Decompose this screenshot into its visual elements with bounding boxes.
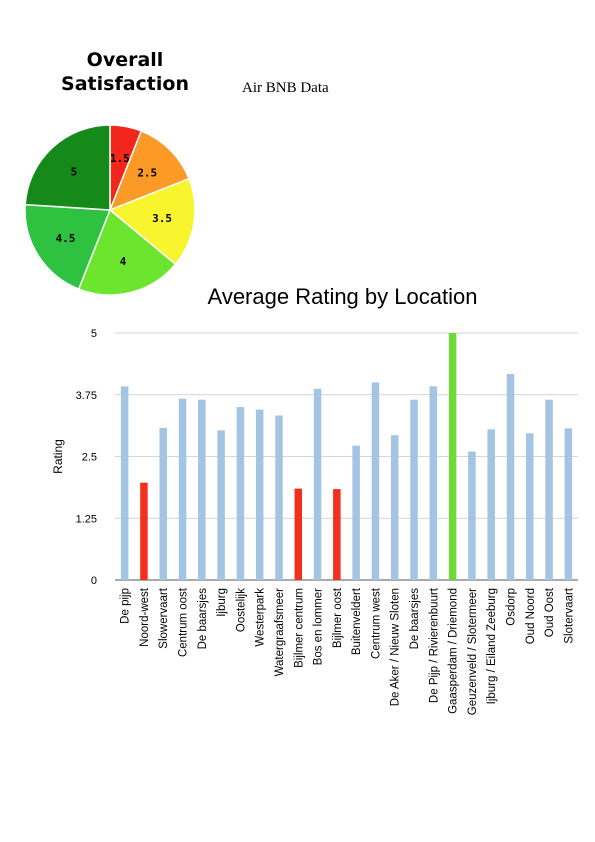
satisfaction-pie-chart: 1.5 2.5 3.5 4 4.5 5 <box>24 124 196 296</box>
x-tick-label: Centrum oost <box>178 587 190 657</box>
bar-10 <box>294 488 303 580</box>
y-tick-label: 3.75 <box>76 390 97 402</box>
pie-slice-label: 5 <box>71 166 78 179</box>
bar-3 <box>159 427 167 580</box>
x-tick-label: Ijburg / Eiland Zeeburg <box>486 588 498 704</box>
x-tick-label: Watergraafsmeer <box>274 588 286 677</box>
bar-17 <box>429 386 438 580</box>
bar-14 <box>371 382 380 580</box>
bar-chart-title: Average Rating by Location <box>207 284 478 309</box>
pie-slice-label: 4 <box>120 255 127 268</box>
x-tick-label: De baarsjes <box>197 588 209 650</box>
x-tick-label: Westerpark <box>255 588 267 647</box>
bar-9 <box>275 415 283 580</box>
x-tick-label: Oostelijk <box>235 588 247 632</box>
x-tick-label: Geuzenveld / Slotermeer <box>467 588 479 715</box>
y-tick-label: 2.5 <box>82 452 97 464</box>
y-tick-label: 0 <box>91 575 97 587</box>
bar-7 <box>236 407 245 580</box>
x-tick-label: Slotervaart <box>563 587 575 643</box>
x-tick-label: Slowervaart <box>158 587 170 649</box>
x-tick-label: De Pijp / Rivierenbuurt <box>428 587 440 703</box>
bar-24 <box>564 428 573 580</box>
pie-title-line2: Satisfaction <box>61 73 189 95</box>
bar-21 <box>506 374 515 580</box>
pie-title-line1: Overall <box>86 49 164 71</box>
x-tick-label: Bijlmer centrum <box>293 588 305 668</box>
data-source-subtitle: Air BNB Data <box>242 80 329 96</box>
pie-slice-label: 2.5 <box>137 167 157 180</box>
bar-1 <box>120 386 129 580</box>
x-tick-label: Bos en lommer <box>313 588 325 666</box>
y-tick-label: 1.25 <box>76 513 97 525</box>
pie-slice-3-5 <box>108 177 196 266</box>
pie-slice-label: 3.5 <box>152 212 172 225</box>
bar-4 <box>178 398 187 580</box>
x-tick-label: Noord-west <box>139 587 151 647</box>
bar-11 <box>313 388 322 580</box>
x-tick-label: De pijp <box>120 588 132 624</box>
pie-slice-label: 1.5 <box>110 152 130 165</box>
pie-slice-2-5 <box>108 129 191 212</box>
bar-19 <box>468 451 476 580</box>
bar-12 <box>333 489 341 580</box>
pie-chart-title: Overall Satisfaction <box>40 48 210 96</box>
x-tick-label: Ijburg <box>216 588 228 617</box>
bar-13 <box>352 445 360 580</box>
pie-slice-5 <box>24 124 111 211</box>
bar-15 <box>390 435 399 580</box>
bar-8 <box>255 409 264 580</box>
x-tick-label: De baarsjes <box>409 588 421 650</box>
pie-slice-4-5 <box>24 203 112 291</box>
bar-22 <box>526 433 534 580</box>
x-tick-label: Bijlmer oost <box>332 587 344 648</box>
bar-16 <box>410 399 418 580</box>
pie-slice-label: 4.5 <box>56 232 76 245</box>
y-tick-label: 5 <box>91 328 97 340</box>
bar-2 <box>140 482 148 580</box>
bar-18 <box>448 333 457 580</box>
x-tick-label: Gaasperdam / Driemond <box>448 588 460 714</box>
x-tick-label: Centrum west <box>370 587 382 659</box>
y-axis-label: Rating <box>51 439 65 474</box>
x-tick-label: Oud Oost <box>544 587 556 637</box>
bar-5 <box>198 399 206 580</box>
x-tick-label: Buitenveldert <box>351 587 363 655</box>
pie-slice-4 <box>77 208 177 296</box>
bar-6 <box>217 430 225 580</box>
x-tick-label: De Aker / Nieuw Sloten <box>390 588 402 706</box>
bar-20 <box>487 429 495 580</box>
bar-23 <box>545 399 553 580</box>
x-tick-label: Oud Noord <box>525 588 537 644</box>
x-tick-label: Osdorp <box>505 588 517 626</box>
